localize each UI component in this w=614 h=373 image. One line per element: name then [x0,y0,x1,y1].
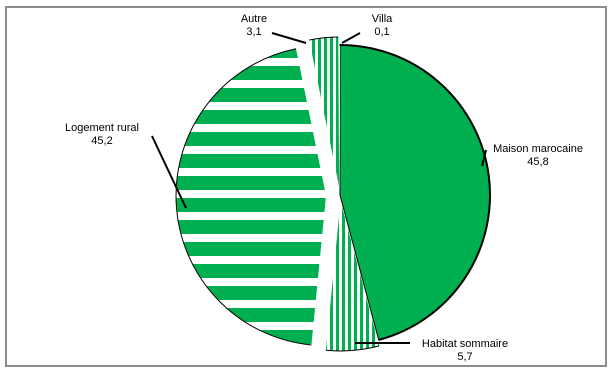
slice-value-label: 5,7 [457,351,472,363]
pie-slice-logement-rural [176,48,327,346]
pie-slice-rim [325,345,380,352]
pie-slice-rim [175,48,312,346]
leader-line [341,32,361,44]
leader-line [481,149,487,167]
slice-value-label: 0,1 [374,26,389,38]
pie-slice-rim [309,36,339,41]
slice-value-label: 45,8 [527,156,548,168]
leader-line [271,32,307,44]
pie-slice-autre [309,37,340,188]
slice-label: Maison marocaine [493,143,583,155]
pie-slice-villa [339,45,340,195]
slice-value-label: 3,1 [246,26,261,38]
leader-line [151,135,187,209]
slice-label: Logement rural [65,122,139,134]
slice-label: Habitat sommaire [422,338,508,350]
slice-value-label: 45,2 [91,135,112,147]
slice-label: Villa [372,13,393,25]
slice-label: Autre [241,13,267,25]
pie-slice-rim [339,44,491,341]
pie-slice-habitat-sommaire [325,200,380,351]
